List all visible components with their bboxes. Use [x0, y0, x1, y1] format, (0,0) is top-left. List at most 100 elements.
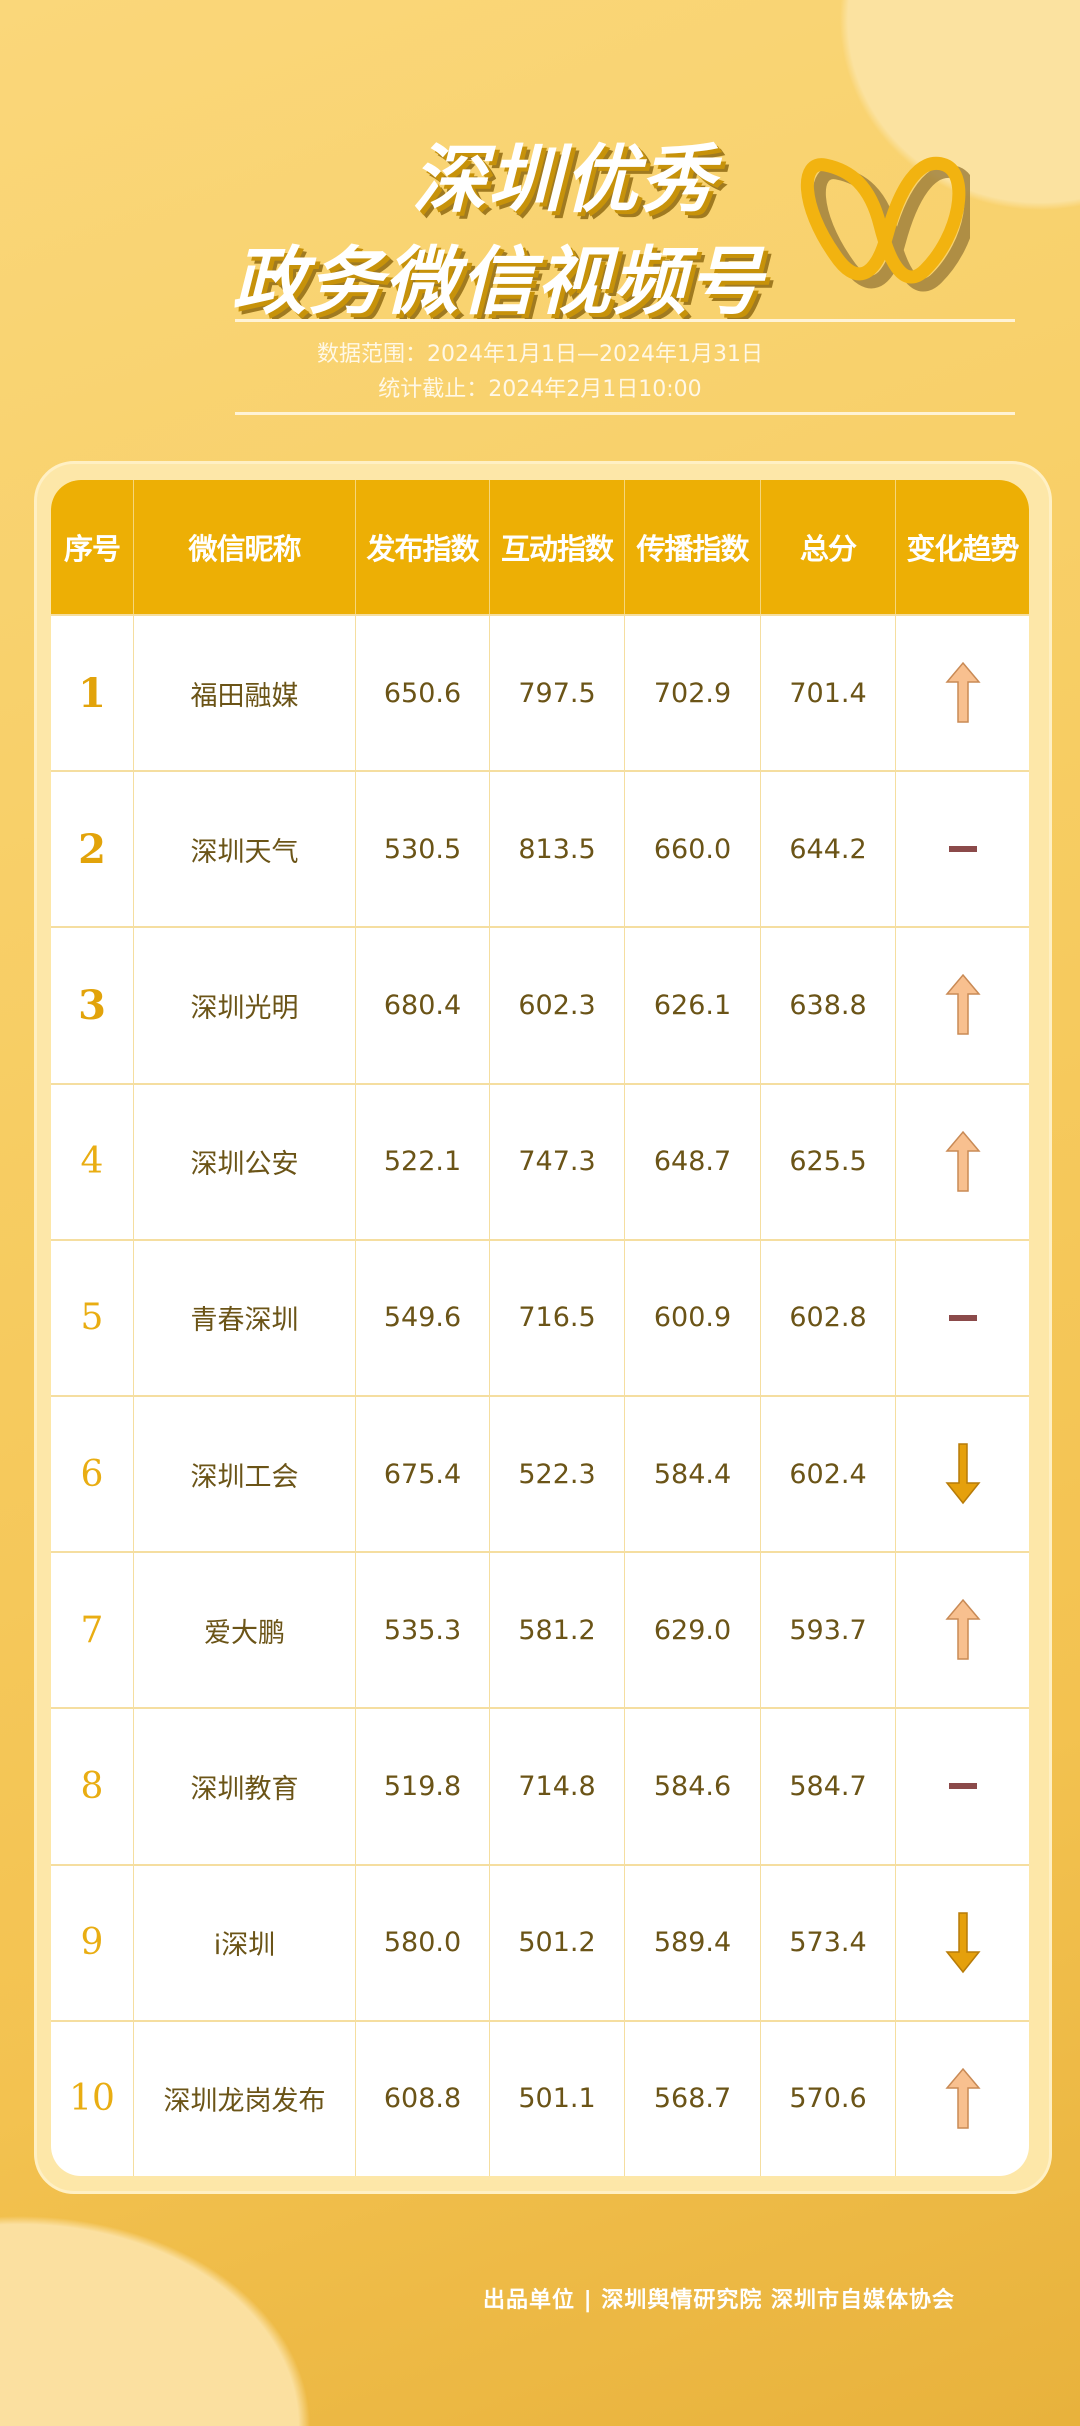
total-cell: 593.7	[761, 1553, 896, 1708]
total-cell: 584.7	[761, 1709, 896, 1864]
divider	[235, 319, 1015, 322]
divider	[235, 412, 1015, 415]
publish-cell: 519.8	[356, 1709, 490, 1864]
arrow-up-icon	[944, 1599, 981, 1660]
spread-cell: 568.7	[625, 2021, 761, 2176]
trend-cell	[896, 1241, 1029, 1395]
rank-cell: 9	[51, 1865, 134, 2020]
wechat-channels-logo-icon	[800, 156, 970, 292]
table-row: 2 深圳天气 530.5 813.5 660.0 644.2	[51, 770, 1029, 927]
total-cell: 573.4	[761, 1865, 896, 2020]
table-row: 7 爱大鹏 535.3 581.2 629.0 593.7	[51, 1551, 1029, 1708]
table-body: 1 福田融媒 650.6 797.5 702.9 701.4 2 深圳天气 530.5 813.5…	[51, 614, 1029, 2176]
column-header-rank: 序号	[51, 480, 134, 614]
table-row: 10 深圳龙岗发布 608.8 501.1 568.7 570.6	[51, 2019, 1029, 2176]
column-header-trend: 变化趋势	[906, 532, 1019, 566]
total-cell: 625.5	[761, 1084, 896, 1239]
column-header-publish: 发布指数	[356, 480, 490, 614]
spread-cell: 629.0	[625, 1553, 761, 1708]
publish-cell: 580.0	[356, 1865, 490, 2020]
publish-cell: 608.8	[356, 2021, 490, 2176]
table-row: 9 i深圳 580.0 501.2 589.4 573.4	[51, 1863, 1029, 2020]
interact-cell: 581.2	[490, 1553, 625, 1708]
title-line-1: 深圳优秀	[412, 137, 716, 223]
spread-cell: 589.4	[625, 1865, 761, 2020]
total-cell: 638.8	[761, 928, 896, 1083]
name-cell: 深圳天气	[134, 772, 356, 927]
arrow-up-icon	[944, 974, 981, 1036]
interact-cell: 501.1	[490, 2021, 625, 2176]
name-cell: 深圳公安	[134, 1084, 356, 1239]
trend-cell	[896, 928, 1029, 1082]
trend-cell	[896, 616, 1029, 770]
rank-cell: 2	[51, 772, 134, 927]
footer-producer: 出品单位 | 深圳舆情研究院 深圳市自媒体协会	[483, 2288, 956, 2313]
table-row: 8 深圳教育 519.8 714.8 584.6 584.7	[51, 1707, 1029, 1864]
rank-cell: 7	[51, 1553, 134, 1708]
trend-cell	[896, 1866, 1029, 2020]
rank-cell: 10	[51, 2021, 134, 2176]
total-cell: 602.8	[761, 1240, 896, 1395]
cutoff-text: 统计截止：2024年2月1日10:00	[378, 377, 702, 402]
interact-cell: 602.3	[490, 928, 625, 1083]
arrow-up-icon	[944, 2067, 981, 2129]
name-cell: i深圳	[134, 1865, 356, 2020]
trend-cell	[896, 1397, 1029, 1551]
trend-cell	[896, 1553, 1029, 1707]
spread-cell: 626.1	[625, 928, 761, 1083]
interact-cell: 747.3	[490, 1084, 625, 1239]
trend-cell	[896, 1709, 1029, 1863]
trend-cell	[896, 2022, 1029, 2176]
column-header-interact: 互动指数	[490, 480, 625, 614]
name-cell: 青春深圳	[134, 1240, 356, 1395]
data-range-text: 数据范围：2024年1月1日—2024年1月31日	[317, 342, 763, 367]
table-header: 序号 微信昵称 发布指数 互动指数 传播指数 总分 变化趋势	[51, 480, 1029, 614]
name-cell: 深圳光明	[134, 928, 356, 1083]
rank-cell: 3	[51, 928, 134, 1083]
column-header-total: 总分	[761, 480, 896, 614]
trend-cell	[896, 772, 1029, 926]
interact-cell: 813.5	[490, 772, 625, 927]
rank-cell: 4	[51, 1084, 134, 1239]
total-cell: 644.2	[761, 772, 896, 927]
table-row: 4 深圳公安 522.1 747.3 648.7 625.5	[51, 1082, 1029, 1239]
publish-cell: 650.6	[356, 616, 490, 771]
column-header-spread: 传播指数	[625, 480, 761, 614]
publish-cell: 549.6	[356, 1240, 490, 1395]
name-cell: 爱大鹏	[134, 1553, 356, 1708]
no-change-dash-icon	[948, 1783, 977, 1790]
total-cell: 602.4	[761, 1396, 896, 1552]
publish-cell: 530.5	[356, 772, 490, 927]
total-cell: 570.6	[761, 2021, 896, 2176]
rank-cell: 1	[51, 616, 134, 771]
table-row: 1 福田融媒 650.6 797.5 702.9 701.4	[51, 614, 1029, 771]
interact-cell: 714.8	[490, 1709, 625, 1864]
table-row: 5 青春深圳 549.6 716.5 600.9 602.8	[51, 1238, 1029, 1395]
spread-cell: 702.9	[625, 616, 761, 771]
interact-cell: 716.5	[490, 1240, 625, 1395]
interact-cell: 501.2	[490, 1865, 625, 2020]
publish-cell: 535.3	[356, 1553, 490, 1708]
no-change-dash-icon	[948, 1314, 977, 1321]
interact-cell: 797.5	[490, 616, 625, 771]
arrow-up-icon	[944, 1130, 981, 1192]
arrow-down-icon	[944, 1911, 981, 1973]
publish-cell: 675.4	[356, 1396, 490, 1552]
name-cell: 深圳龙岗发布	[134, 2021, 356, 2176]
column-header-name: 微信昵称	[134, 480, 356, 614]
spread-cell: 648.7	[625, 1084, 761, 1239]
total-cell: 701.4	[761, 616, 896, 771]
rank-cell: 6	[51, 1396, 134, 1552]
no-change-dash-icon	[948, 846, 977, 853]
spread-cell: 600.9	[625, 1240, 761, 1395]
name-cell: 深圳教育	[134, 1709, 356, 1864]
interact-cell: 522.3	[490, 1396, 625, 1552]
ranking-table: 序号 微信昵称 发布指数 互动指数 传播指数 总分 变化趋势 1 福田融媒 650.…	[51, 480, 1029, 2176]
publish-cell: 522.1	[356, 1084, 490, 1239]
title-line-2: 政务微信视频号	[232, 239, 764, 325]
table-row: 6 深圳工会 675.4 522.3 584.4 602.4	[51, 1394, 1029, 1552]
publish-cell: 680.4	[356, 928, 490, 1083]
spread-cell: 584.4	[625, 1396, 761, 1552]
name-cell: 福田融媒	[134, 616, 356, 771]
